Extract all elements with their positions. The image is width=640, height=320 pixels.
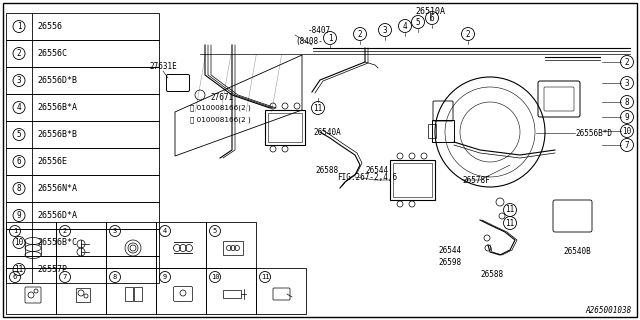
Text: 1: 1 [13,228,17,234]
Bar [156,268,206,314]
Bar [56,268,106,314]
Bar [76,288,90,302]
Text: 26544: 26544 [438,246,461,255]
Text: 3: 3 [17,76,21,85]
Text: 4: 4 [403,21,407,30]
Text: 1: 1 [328,34,332,43]
Bar [393,163,432,197]
Text: 27631E: 27631E [149,62,177,71]
Text: 26510A: 26510A [415,7,445,16]
Text: 11: 11 [260,274,269,280]
Text: 26540B: 26540B [563,247,591,257]
Text: -8407: -8407 [308,26,331,35]
Text: 11: 11 [506,219,515,228]
Bar [223,241,243,255]
Text: 26556B*A: 26556B*A [37,103,77,112]
Bar [56,222,106,268]
Text: Ⓑ 010008166(2 ): Ⓑ 010008166(2 ) [190,105,251,111]
Text: 7: 7 [63,274,67,280]
Text: 8: 8 [113,274,117,280]
Bar [432,120,454,142]
Bar [428,124,436,138]
Text: 4: 4 [17,103,21,112]
Text: 2: 2 [358,29,362,38]
Text: FIG.267-2,4,6: FIG.267-2,4,6 [337,172,397,181]
Text: 26556: 26556 [37,22,62,31]
Text: 7: 7 [625,140,629,149]
Text: 27671: 27671 [210,92,233,101]
Bar [6,13,159,40]
Bar [125,287,133,301]
Text: 26588: 26588 [481,270,504,279]
Text: 9: 9 [17,211,21,220]
Bar [134,287,142,301]
Bar [6,268,56,314]
Bar [6,175,159,202]
Text: 26556B*C: 26556B*C [37,238,77,247]
Bar [106,222,156,268]
Text: 3: 3 [113,228,117,234]
Text: 9: 9 [163,274,167,280]
Text: 26544: 26544 [365,165,388,174]
Bar [390,160,435,200]
Text: 3: 3 [383,26,387,35]
Text: 6: 6 [429,13,435,22]
Text: 6: 6 [13,274,17,280]
Text: 26556D*A: 26556D*A [37,211,77,220]
Text: 26556C: 26556C [37,49,67,58]
Bar [256,268,306,314]
Text: 8: 8 [17,184,21,193]
Text: 5: 5 [416,18,420,27]
Text: 26598: 26598 [438,258,461,267]
Text: 2: 2 [63,228,67,234]
Text: 6: 6 [17,157,21,166]
Text: 2: 2 [466,29,470,38]
Bar [106,268,156,314]
Text: 10: 10 [211,274,220,280]
Text: 5: 5 [213,228,217,234]
Bar [265,110,305,145]
Bar [223,290,241,298]
Text: 26556D*B: 26556D*B [37,76,77,85]
Bar [6,121,159,148]
Bar [156,222,206,268]
Text: 2: 2 [17,49,21,58]
Text: 3: 3 [625,78,629,87]
Text: 5: 5 [17,130,21,139]
Text: 26556B*B: 26556B*B [37,130,77,139]
Text: 26588: 26588 [315,165,338,174]
Bar [206,222,256,268]
Text: 10: 10 [14,238,24,247]
Text: Ⓑ 010008166(2 ): Ⓑ 010008166(2 ) [190,117,251,123]
Text: 2: 2 [625,58,629,67]
Text: 1: 1 [17,22,21,31]
Text: 10: 10 [622,126,632,135]
Bar [6,202,159,229]
Bar [6,222,56,268]
Text: 8: 8 [625,98,629,107]
Bar [6,94,159,121]
Text: 26557P: 26557P [37,265,67,274]
Bar [6,256,159,283]
Bar [268,113,302,142]
Text: 26540A: 26540A [313,127,340,137]
Text: 26556N*A: 26556N*A [37,184,77,193]
Text: 26578F: 26578F [462,175,490,185]
Text: 11: 11 [506,205,515,214]
Text: A265001038: A265001038 [586,306,632,315]
Text: 11: 11 [14,265,24,274]
Text: 9: 9 [625,113,629,122]
Text: 11: 11 [314,103,323,113]
Bar [206,268,256,314]
Bar [6,40,159,67]
Text: 26556B*D: 26556B*D [575,129,612,138]
Bar [6,67,159,94]
Bar [6,229,159,256]
Text: (8408-: (8408- [295,36,323,45]
Bar [6,148,159,175]
Text: 26556E: 26556E [37,157,67,166]
Text: 4: 4 [163,228,167,234]
